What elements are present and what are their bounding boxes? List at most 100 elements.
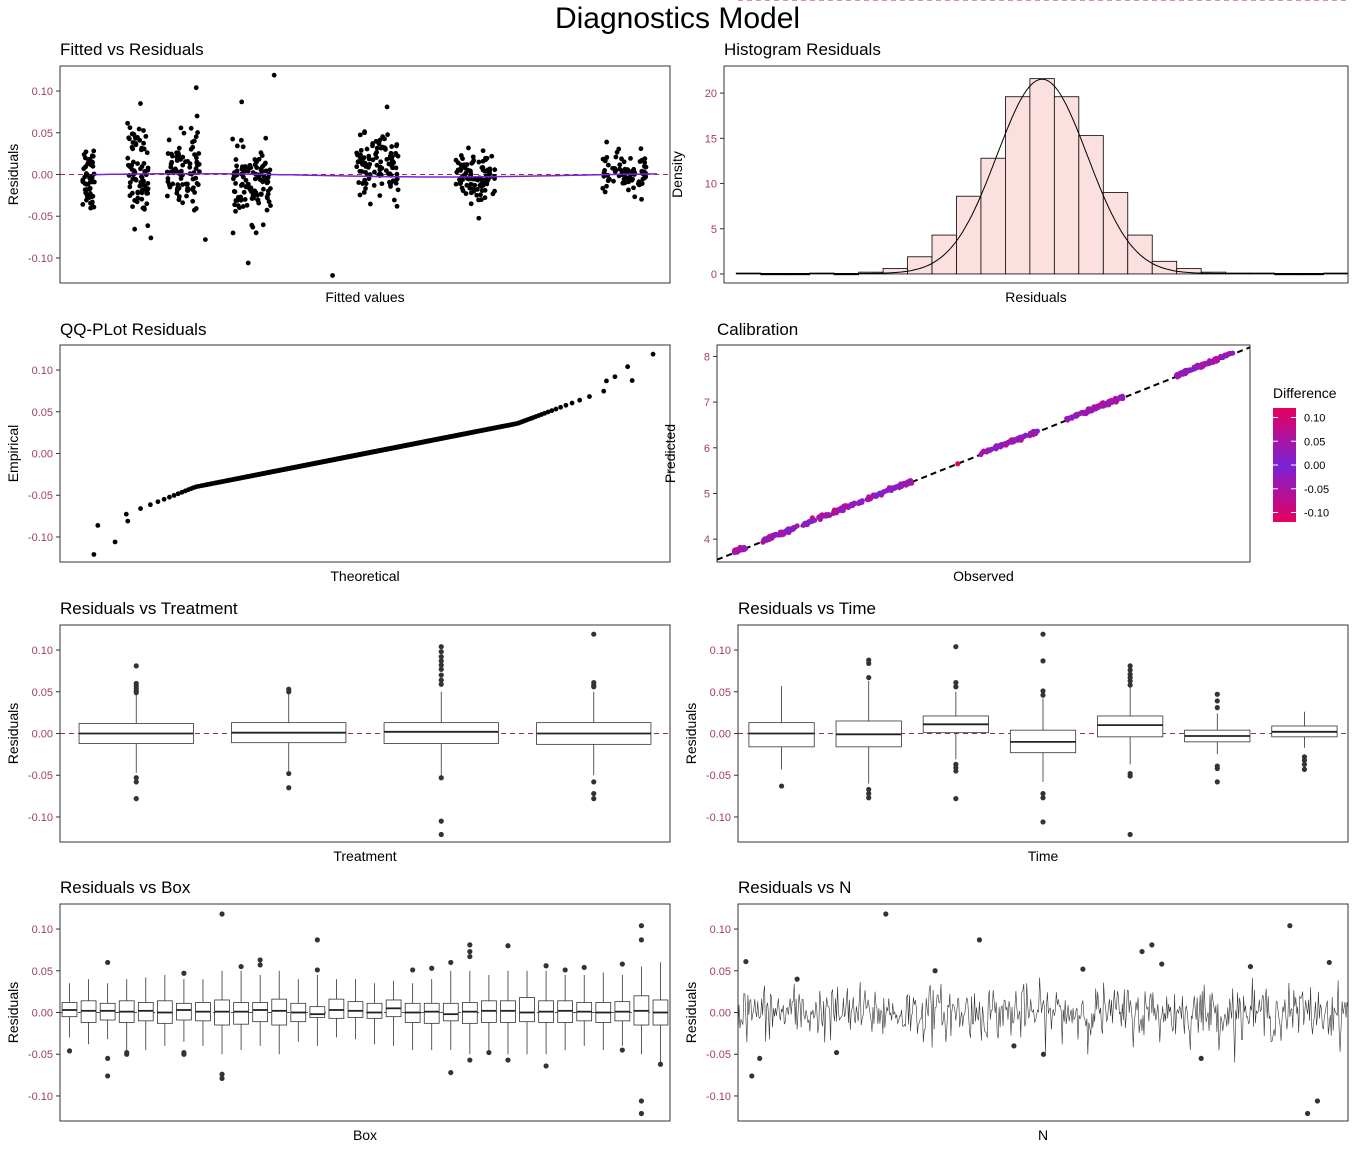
box-box-10: [233, 963, 249, 1051]
fitted-point: [487, 171, 493, 176]
legend-label: -0.10: [1304, 508, 1329, 520]
time-outlier: [1301, 761, 1308, 767]
fitted-point: [620, 180, 626, 186]
qq-plot-area: [91, 351, 656, 557]
legend-label: 0.10: [1304, 413, 1325, 425]
box-box-body: [347, 1001, 364, 1018]
fitted-point: [141, 140, 146, 146]
fitted-point: [193, 155, 199, 161]
box-ytick-label: -0.10: [28, 1091, 53, 1103]
fitted-point: [482, 177, 488, 183]
panel-time: Residuals vs Time -0.10 -0.05 0.00 0.05 0.10 T…: [683, 599, 1349, 864]
fitted-point: [188, 125, 194, 131]
box-outlier: [505, 943, 511, 949]
fitted-point: [357, 132, 363, 138]
fitted-point: [132, 135, 138, 141]
fitted-point: [484, 181, 490, 187]
fitted-point: [390, 165, 395, 171]
time-outlier: [866, 795, 872, 801]
fitted-point: [239, 181, 245, 187]
fitted-point: [232, 202, 238, 208]
time-box-5: [1097, 663, 1164, 838]
fitted-point: [138, 147, 144, 153]
fitted-point: [191, 185, 196, 191]
panel-n: Residuals vs N -0.10 -0.05 0.00 0.05 0.10 N Res…: [683, 0, 1349, 1143]
calibration-point: [858, 499, 864, 505]
legend-label: -0.05: [1304, 484, 1329, 496]
fitted-point: [262, 161, 268, 167]
calibration-point: [778, 529, 784, 535]
fitted-point: [175, 182, 181, 188]
fitted-point: [168, 164, 174, 170]
box-box-26: [538, 963, 554, 1069]
treatment-outlier: [438, 666, 444, 672]
fitted-point: [261, 186, 266, 192]
fitted-point: [248, 189, 254, 195]
calibration-panel-border: [716, 344, 1251, 563]
fitted-point: [139, 196, 145, 202]
fitted-point: [380, 134, 386, 140]
qq-point: [138, 506, 143, 511]
fitted-point: [267, 167, 273, 173]
fitted-point: [468, 201, 474, 207]
time-outlier: [1127, 678, 1133, 684]
box-panel-border: [59, 903, 671, 1122]
fitted-point: [133, 177, 139, 183]
qq-point: [569, 400, 575, 406]
fitted-point: [470, 154, 476, 160]
fitted-point: [235, 195, 241, 200]
fitted-outlier-point: [148, 235, 154, 241]
hist-bar: [1029, 78, 1055, 275]
fitted-point: [250, 224, 256, 230]
fitted-point: [478, 181, 484, 187]
n-outlier-point: [833, 1049, 840, 1056]
time-outlier: [953, 644, 959, 650]
fitted-point: [371, 183, 377, 188]
box-outlier: [105, 1073, 111, 1079]
treatment-outlier: [591, 796, 597, 802]
fitted-point: [391, 197, 397, 203]
n-outlier-point: [1326, 959, 1332, 966]
fitted-point: [474, 187, 480, 192]
fitted-ytick-label: -0.05: [28, 211, 53, 223]
fitted-point: [184, 193, 189, 199]
box-box-body: [328, 998, 345, 1019]
fitted-point: [193, 175, 199, 181]
n-outlier-point: [1287, 923, 1293, 929]
time-outlier: [1127, 667, 1133, 673]
fitted-point: [388, 150, 394, 156]
fitted-point: [185, 188, 191, 194]
fitted-point: [602, 189, 608, 195]
fitted-point: [475, 177, 481, 183]
box-box-body: [442, 1002, 459, 1022]
treatment-outlier: [133, 779, 139, 785]
fitted-point: [86, 157, 91, 163]
box-outlier: [486, 1049, 492, 1056]
box-box-4: [118, 979, 135, 1057]
box-outlier: [410, 967, 416, 973]
hist-xlabel: Residuals: [1005, 289, 1066, 305]
time-outlier: [1040, 688, 1046, 694]
box-box-9: [214, 911, 230, 1082]
time-outlier: [1214, 765, 1220, 772]
calibration-point: [1211, 356, 1218, 363]
hist-ytick-label: 20: [705, 88, 717, 100]
fitted-point: [474, 192, 480, 198]
time-outlier: [1040, 692, 1046, 698]
fitted-point: [88, 162, 94, 168]
hist-bar: [1005, 96, 1031, 275]
qq-point: [123, 511, 129, 517]
box-outlier: [448, 959, 454, 966]
fitted-point: [132, 226, 138, 232]
fitted-point: [257, 177, 263, 183]
calibration-ytick-label: 5: [704, 488, 710, 500]
qq-point: [147, 502, 153, 508]
fitted-point: [141, 128, 146, 133]
fitted-point: [476, 197, 481, 203]
time-title: Residuals vs Time: [738, 599, 876, 618]
time-outlier: [1214, 779, 1220, 785]
treatment-outlier: [438, 818, 444, 824]
calibration-ytick-label: 8: [704, 351, 710, 363]
treatment-outlier: [438, 649, 444, 655]
n-outlier-point: [743, 958, 749, 965]
